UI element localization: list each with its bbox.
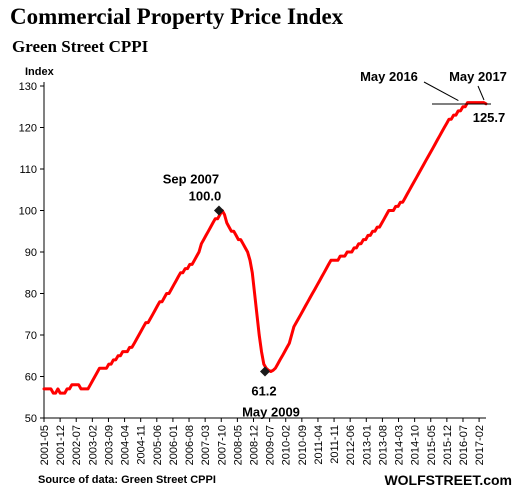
y-ticks: 50 60 70 80 90 100 110 120 130 <box>19 81 44 425</box>
x-tick-label: 2010-09 <box>297 425 309 465</box>
x-tick-label: 2006-08 <box>184 425 196 465</box>
x-tick-label: 2012-06 <box>345 425 357 465</box>
x-tick-label: 2001-12 <box>55 425 67 465</box>
may-2016-label: May 2016 <box>360 69 418 84</box>
x-tick-label: 2003-02 <box>87 425 99 465</box>
peak-marker <box>213 205 224 216</box>
y-tick-label: 130 <box>19 81 37 93</box>
x-tick-label: 2002-07 <box>71 425 83 465</box>
trough-marker <box>260 366 270 377</box>
source-note: Source of data: Green Street CPPI <box>38 474 216 486</box>
x-tick-label: 2009-07 <box>265 425 277 465</box>
y-axis-label: Index <box>25 66 55 78</box>
x-tick-label: 2006-01 <box>168 425 180 465</box>
chart-title: Commercial Property Price Index <box>10 4 344 29</box>
y-tick-label: 50 <box>25 413 37 425</box>
trough-date-label: May 2009 <box>242 405 300 420</box>
x-tick-label: 2016-07 <box>458 425 470 465</box>
may-2017-leader <box>477 85 485 101</box>
x-tick-label: 2015-12 <box>442 425 454 465</box>
x-tick-label: 2013-08 <box>377 425 389 465</box>
x-tick-label: 2017-02 <box>474 425 486 465</box>
series-line <box>42 101 488 395</box>
may-2017-label: May 2017 <box>449 69 507 84</box>
peak-value-label: 100.0 <box>189 189 222 204</box>
brand-label: WOLFSTREET.com <box>384 472 512 488</box>
x-tick-label: 2013-01 <box>361 425 373 465</box>
annotations: Sep 2007 100.0 61.2 May 2009 May 2016 May 201… <box>163 69 507 420</box>
x-tick-label: 2011-11 <box>329 425 341 464</box>
x-tick-label: 2008-12 <box>248 425 260 465</box>
y-tick-label: 70 <box>25 330 37 342</box>
x-tick-label: 2014-03 <box>394 425 406 465</box>
y-tick-label: 60 <box>25 372 37 384</box>
chart-subtitle: Green Street CPPI <box>12 37 149 56</box>
x-tick-label: 2007-03 <box>200 425 212 465</box>
x-tick-label: 2011-04 <box>313 425 325 465</box>
x-tick-label: 2005-06 <box>152 425 164 465</box>
y-tick-label: 90 <box>25 247 37 259</box>
x-tick-label: 2001-05 <box>39 425 51 465</box>
y-tick-label: 80 <box>25 289 37 301</box>
may-2016-leader <box>423 81 459 102</box>
x-ticks: 2001-05 2001-12 2002-07 2003-02 2003-09 2004-… <box>39 418 486 465</box>
axes <box>43 82 486 419</box>
x-tick-label: 2008-05 <box>232 425 244 465</box>
x-tick-label: 2007-10 <box>216 425 228 465</box>
y-tick-label: 110 <box>19 164 37 176</box>
may-2017-value-label: 125.7 <box>473 110 506 125</box>
peak-date-label: Sep 2007 <box>163 172 219 187</box>
y-tick-label: 120 <box>19 123 37 135</box>
trough-value-label: 61.2 <box>251 384 276 399</box>
x-tick-label: 2010-02 <box>281 425 293 465</box>
x-tick-label: 2003-09 <box>103 425 115 465</box>
x-tick-label: 2014-10 <box>410 425 422 465</box>
y-tick-label: 100 <box>19 206 37 218</box>
x-tick-label: 2015-05 <box>426 425 438 465</box>
x-tick-label: 2004-11 <box>136 425 148 465</box>
x-tick-label: 2004-04 <box>120 425 132 465</box>
